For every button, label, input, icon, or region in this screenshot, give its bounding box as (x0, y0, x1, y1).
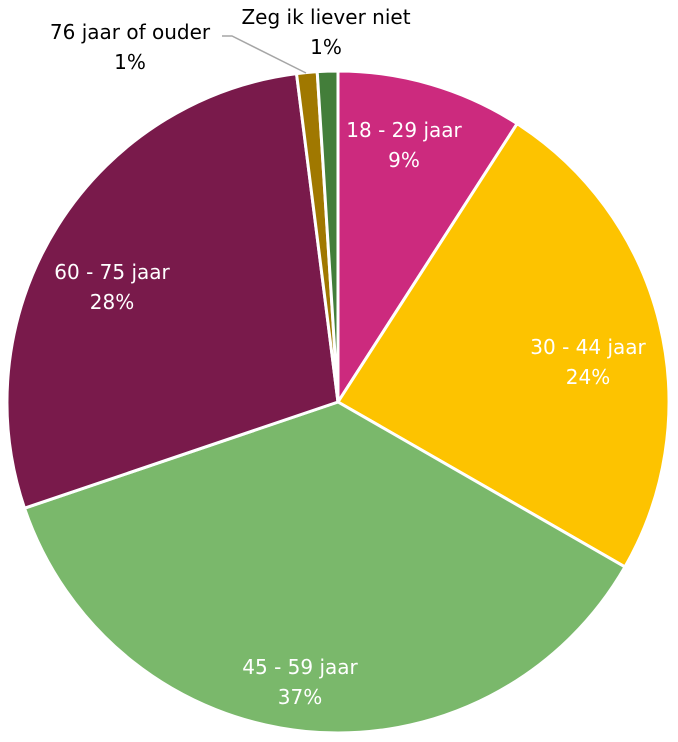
slice-pct: 37% (277, 685, 323, 709)
pie-slice (336, 69, 519, 404)
slice-pct: 24% (565, 365, 611, 389)
leader-line (222, 35, 307, 74)
slice-pct: 28% (89, 290, 135, 314)
label-18-29: 18 - 29 jaar 9% (346, 115, 461, 175)
slice-label: 45 - 59 jaar (242, 655, 358, 679)
label-76-plus: 76 jaar of ouder 1% (50, 17, 210, 77)
slice-pct: 9% (388, 148, 420, 172)
pie-slice (5, 72, 340, 510)
pie-slice (336, 122, 671, 569)
slice-label: Zeg ik liever niet (241, 5, 411, 29)
slice-label: 30 - 44 jaar (530, 335, 646, 359)
pie-slice (315, 69, 340, 404)
label-60-75: 60 - 75 jaar 28% (54, 257, 169, 317)
label-zeg-niet: Zeg ik liever niet 1% (241, 2, 410, 62)
slice-pct: 1% (310, 35, 342, 59)
label-45-59: 45 - 59 jaar 37% (242, 652, 357, 712)
slice-pct: 1% (114, 50, 146, 74)
slice-label: 76 jaar of ouder (49, 20, 211, 44)
pie-slice (23, 400, 627, 735)
label-30-44: 30 - 44 jaar 24% (530, 332, 645, 392)
slice-label: 60 - 75 jaar (54, 260, 170, 284)
slice-label: 18 - 29 jaar (346, 118, 462, 142)
